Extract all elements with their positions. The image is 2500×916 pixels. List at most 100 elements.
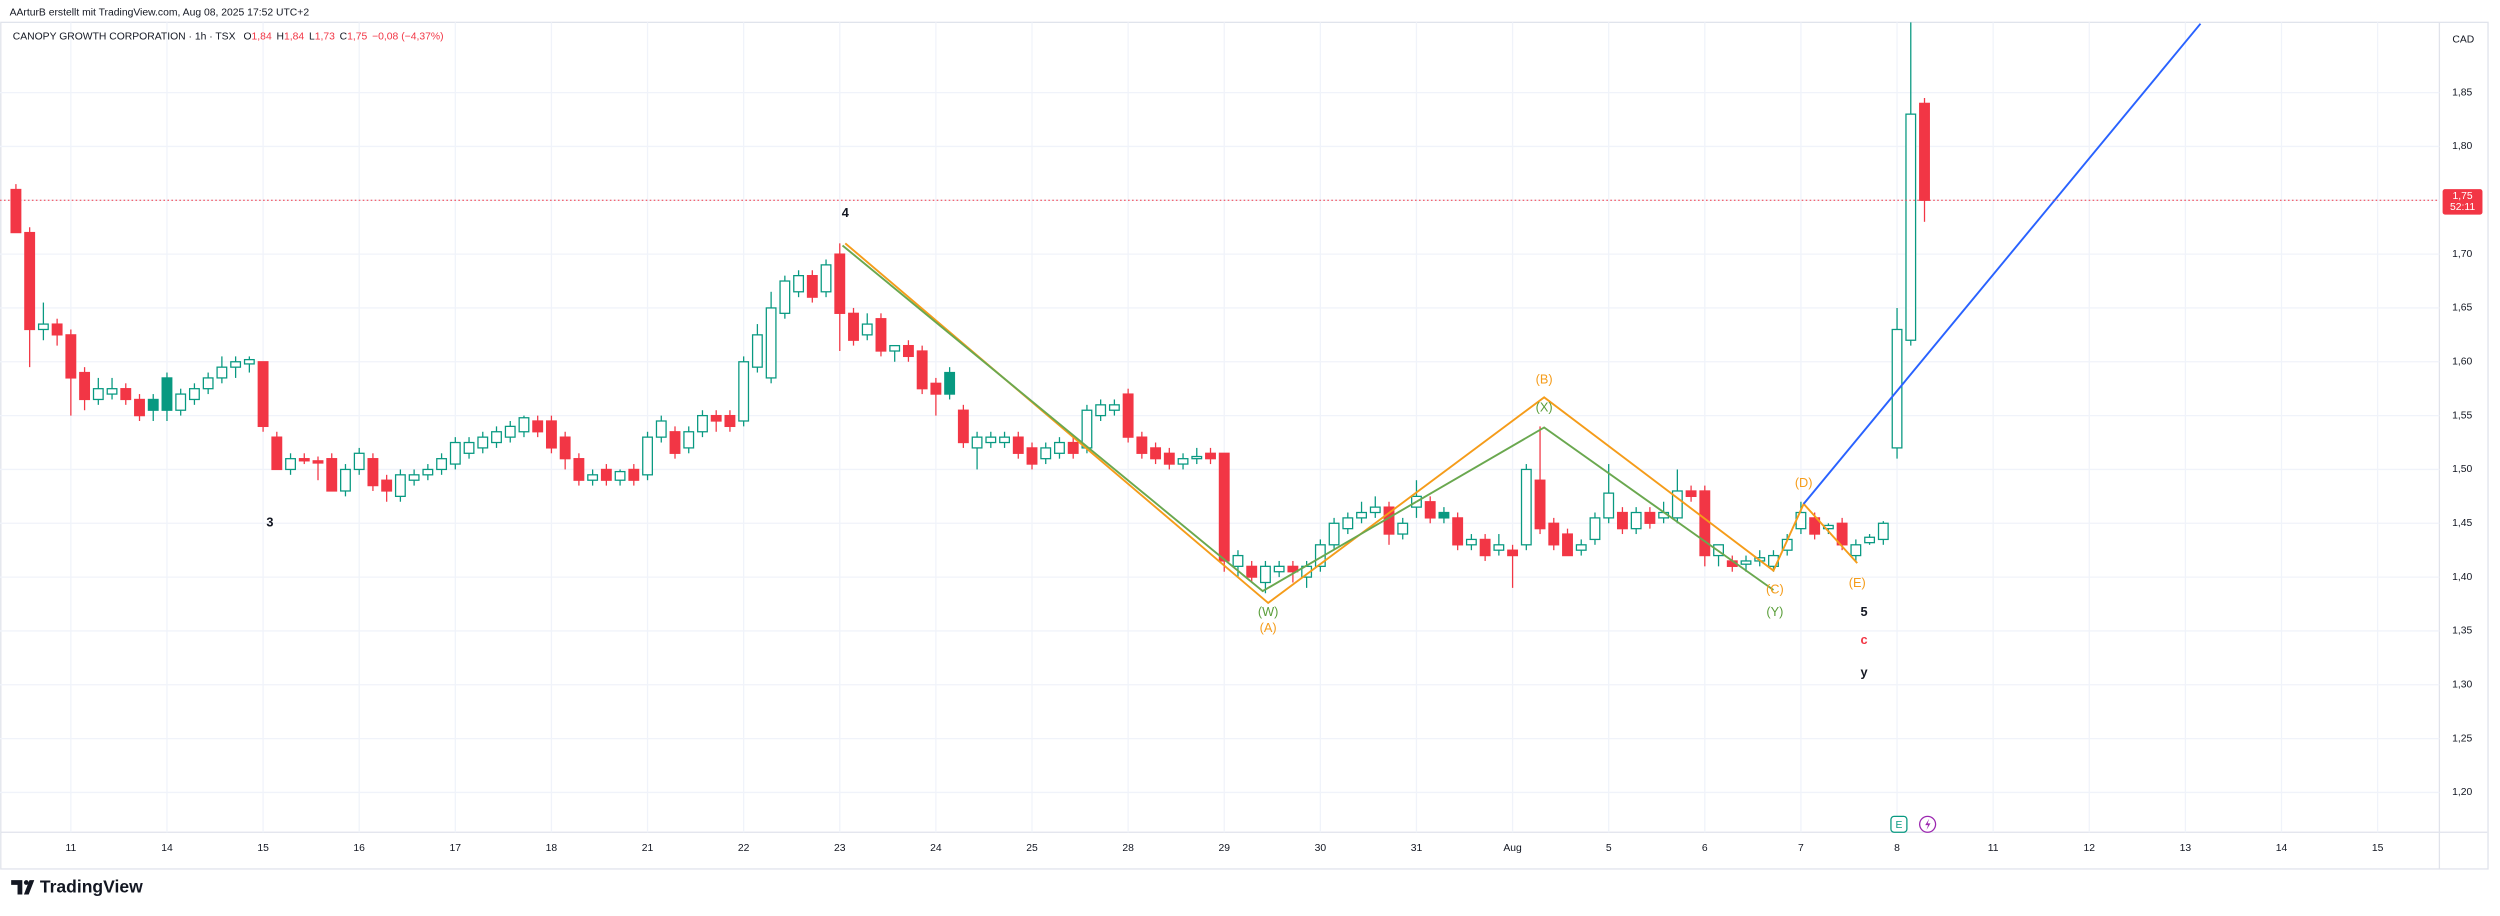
x-tick-label: 29 [1218, 843, 1230, 854]
candle-body [999, 436, 1010, 444]
x-tick-label: 8 [1894, 843, 1900, 854]
candle-body [1548, 522, 1560, 546]
candle-body [751, 334, 763, 368]
candle-body [848, 312, 859, 341]
wave-label: (E) [1849, 575, 1866, 590]
candle-body [1493, 544, 1505, 551]
candles [10, 22, 1930, 594]
candle-body [902, 344, 914, 358]
candle-body [1699, 490, 1711, 557]
candle-body [285, 458, 296, 471]
x-tick-label: 18 [546, 843, 558, 854]
candle-body [1356, 511, 1367, 519]
candle-body [257, 361, 269, 428]
candle-body [271, 436, 283, 471]
candle-body [134, 398, 145, 417]
candle-body [1534, 479, 1546, 530]
ohlc-label: L [309, 31, 315, 42]
ohlc-label: C [340, 31, 348, 42]
candle-body [243, 358, 255, 365]
trend-drawing [841, 244, 1775, 593]
x-tick-label: 13 [2180, 843, 2192, 854]
candle-body [683, 431, 695, 449]
candle-body [340, 468, 351, 492]
candle-body [1108, 404, 1120, 411]
x-tick-label: 23 [834, 843, 846, 854]
candle-body [353, 452, 365, 471]
candle-body [600, 468, 612, 481]
candle-body [1136, 436, 1148, 454]
x-tick-label: 15 [257, 843, 269, 854]
candle-body [1616, 511, 1628, 530]
candle-body [1479, 538, 1491, 557]
candle-body [779, 280, 791, 314]
x-tick-label: Aug [1503, 843, 1522, 854]
y-tick-label: 1,20 [2452, 787, 2472, 798]
brand-name: TradingView [40, 877, 143, 897]
candle-body [1452, 517, 1464, 546]
candle-body [1246, 565, 1258, 578]
earnings-badge [1890, 815, 1908, 833]
x-tick-label: 30 [1315, 843, 1327, 854]
last-price-box [2442, 189, 2483, 215]
candle-body [1877, 522, 1889, 541]
candle-body [1836, 522, 1848, 546]
x-tick-label: 28 [1122, 843, 1134, 854]
symbol-title: CANOPY GROWTH CORPORATION · 1h · TSX [13, 31, 236, 42]
candle-body [10, 188, 22, 234]
y-tick-label: 1,35 [2452, 626, 2472, 637]
y-tick-label: 1,60 [2452, 357, 2472, 368]
candle-body [106, 388, 118, 395]
candle-body [1150, 447, 1162, 460]
candle-body [532, 420, 544, 433]
candle-body [161, 377, 173, 411]
x-tick-label: 14 [161, 843, 173, 854]
ohlc-value: 1,75 [347, 31, 367, 42]
candle-body [1081, 409, 1093, 449]
candle-body [1342, 517, 1354, 530]
candle-body [916, 350, 928, 390]
chart-frame [0, 21, 2489, 870]
trend-drawing [844, 242, 1858, 605]
candle-body [1424, 501, 1436, 519]
x-tick-label: 25 [1026, 843, 1038, 854]
candle-body [202, 377, 214, 390]
candle-body [1562, 533, 1573, 557]
candle-body [1054, 441, 1065, 454]
wave-label: (D) [1795, 475, 1813, 490]
candle-body [79, 371, 91, 401]
candle-body [724, 414, 736, 428]
candle-body [1163, 452, 1175, 465]
candle-body [806, 275, 818, 298]
candle-body [1507, 549, 1519, 557]
candle-body [971, 436, 983, 449]
ohlc-value: 1,73 [315, 31, 335, 42]
candle-body [1026, 447, 1038, 465]
candle-body [436, 458, 448, 471]
candle-body [710, 414, 722, 422]
wave-label: c [1861, 632, 1868, 647]
candle-body [1122, 393, 1134, 438]
candle-body [1397, 522, 1409, 535]
candle-body [697, 414, 708, 433]
candle-body [477, 436, 489, 449]
candle-body [875, 318, 887, 352]
candle-body [394, 474, 406, 497]
price-change: −0,08 (−4,37%) [372, 31, 443, 42]
candle-body [367, 458, 379, 487]
candle-body [230, 361, 242, 368]
currency: CAD [2452, 35, 2474, 46]
y-tick-label: 1,85 [2452, 87, 2472, 98]
x-tick-label: 22 [738, 843, 750, 854]
y-tick-label: 1,40 [2452, 572, 2472, 583]
y-tick-label: 1,70 [2452, 249, 2472, 260]
candle-body [985, 436, 997, 444]
attribution: AArturB erstellt mit TradingView.com, Au… [10, 8, 310, 19]
x-tick-label: 16 [353, 843, 365, 854]
wave-label: 5 [1861, 604, 1868, 619]
ohlc-label: O [243, 31, 251, 42]
candle-body [1177, 458, 1189, 465]
earnings-label: E [1895, 820, 1902, 831]
